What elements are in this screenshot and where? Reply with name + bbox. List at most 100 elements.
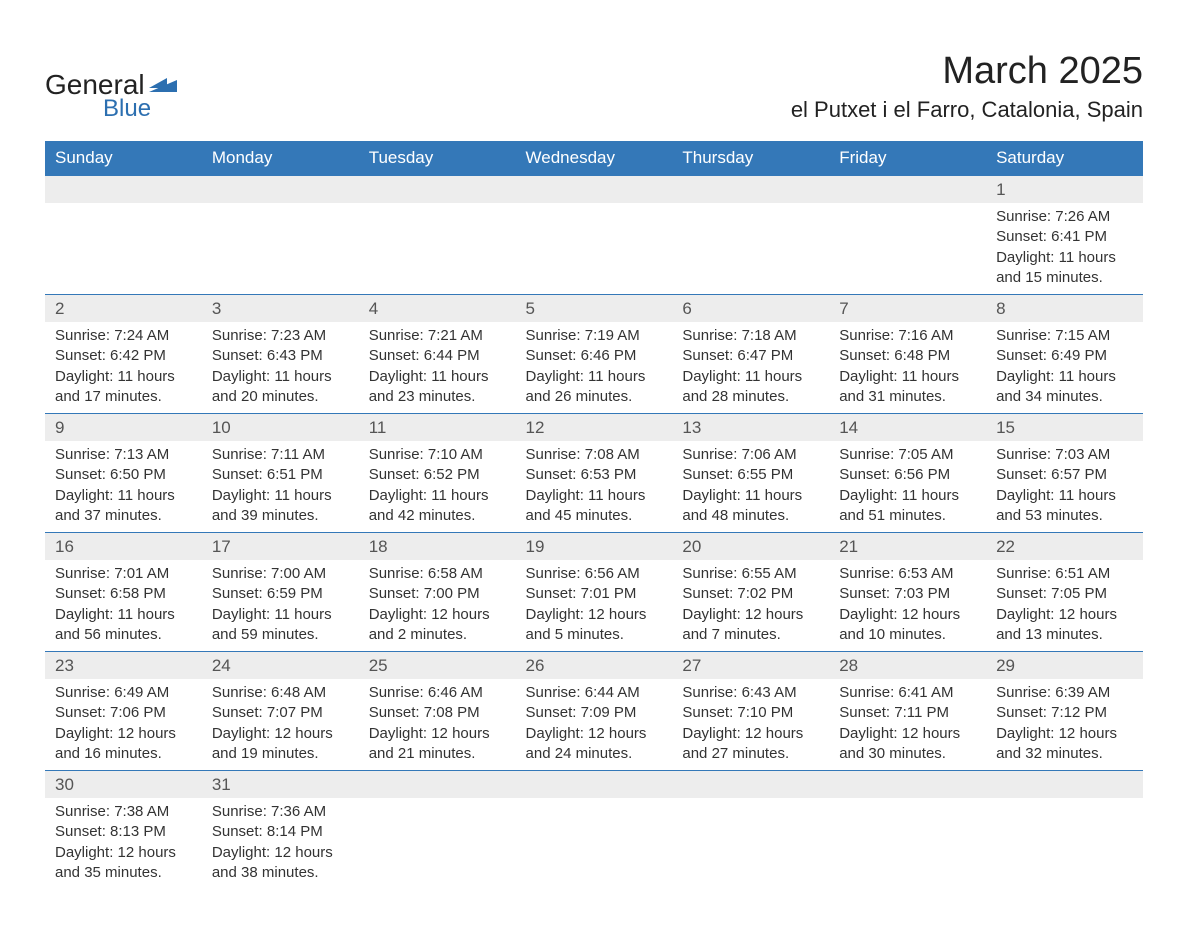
weekday-monday: Monday	[202, 141, 359, 176]
sunset-text: Sunset: 6:44 PM	[369, 346, 506, 366]
daylight-text-1: Daylight: 12 hours	[682, 724, 819, 744]
sunrise-text: Sunrise: 7:36 AM	[212, 802, 349, 822]
daylight-text-1: Daylight: 12 hours	[839, 605, 976, 625]
calendar-week-4: 16 Sunrise: 7:01 AM Sunset: 6:58 PM Dayl…	[45, 533, 1143, 652]
daylight-text-1: Daylight: 11 hours	[55, 486, 192, 506]
sunrise-text: Sunrise: 7:03 AM	[996, 445, 1133, 465]
weekday-thursday: Thursday	[672, 141, 829, 176]
daylight-text-2: and 53 minutes.	[996, 506, 1133, 526]
sunset-text: Sunset: 7:01 PM	[526, 584, 663, 604]
sunset-text: Sunset: 6:43 PM	[212, 346, 349, 366]
sunrise-text: Sunrise: 7:10 AM	[369, 445, 506, 465]
day-content: Sunrise: 7:26 AM Sunset: 6:41 PM Dayligh…	[986, 203, 1143, 294]
calendar-cell-day-8: 8 Sunrise: 7:15 AM Sunset: 6:49 PM Dayli…	[986, 295, 1143, 414]
daylight-text-2: and 15 minutes.	[996, 268, 1133, 288]
daylight-text-1: Daylight: 12 hours	[996, 605, 1133, 625]
daylight-text-2: and 2 minutes.	[369, 625, 506, 645]
calendar-week-6: 30 Sunrise: 7:38 AM Sunset: 8:13 PM Dayl…	[45, 771, 1143, 890]
sunrise-text: Sunrise: 6:46 AM	[369, 683, 506, 703]
day-number: 29	[986, 652, 1143, 679]
sunset-text: Sunset: 6:50 PM	[55, 465, 192, 485]
calendar-cell-day-6: 6 Sunrise: 7:18 AM Sunset: 6:47 PM Dayli…	[672, 295, 829, 414]
daylight-text-2: and 13 minutes.	[996, 625, 1133, 645]
day-number: 16	[45, 533, 202, 560]
sunset-text: Sunset: 7:10 PM	[682, 703, 819, 723]
daylight-text-2: and 17 minutes.	[55, 387, 192, 407]
daylight-text-2: and 38 minutes.	[212, 863, 349, 883]
daylight-text-1: Daylight: 11 hours	[996, 367, 1133, 387]
daylight-text-1: Daylight: 11 hours	[996, 486, 1133, 506]
daylight-text-1: Daylight: 11 hours	[212, 486, 349, 506]
sunset-text: Sunset: 6:49 PM	[996, 346, 1133, 366]
daylight-text-2: and 10 minutes.	[839, 625, 976, 645]
sunrise-text: Sunrise: 6:39 AM	[996, 683, 1133, 703]
sunset-text: Sunset: 6:58 PM	[55, 584, 192, 604]
daylight-text-2: and 27 minutes.	[682, 744, 819, 764]
sunset-text: Sunset: 7:05 PM	[996, 584, 1133, 604]
calendar-cell-day-20: 20 Sunrise: 6:55 AM Sunset: 7:02 PM Dayl…	[672, 533, 829, 652]
daylight-text-1: Daylight: 11 hours	[55, 367, 192, 387]
location-text: el Putxet i el Farro, Catalonia, Spain	[791, 97, 1143, 123]
sunrise-text: Sunrise: 7:23 AM	[212, 326, 349, 346]
calendar-cell-day-14: 14 Sunrise: 7:05 AM Sunset: 6:56 PM Dayl…	[829, 414, 986, 533]
calendar-cell-empty	[359, 176, 516, 295]
daylight-text-2: and 42 minutes.	[369, 506, 506, 526]
day-number: 1	[986, 176, 1143, 203]
daylight-text-2: and 30 minutes.	[839, 744, 976, 764]
calendar-cell-empty	[45, 176, 202, 295]
daylight-text-2: and 23 minutes.	[369, 387, 506, 407]
sunrise-text: Sunrise: 6:43 AM	[682, 683, 819, 703]
calendar-cell-day-4: 4 Sunrise: 7:21 AM Sunset: 6:44 PM Dayli…	[359, 295, 516, 414]
day-number: 23	[45, 652, 202, 679]
sunset-text: Sunset: 6:51 PM	[212, 465, 349, 485]
sunset-text: Sunset: 7:02 PM	[682, 584, 819, 604]
sunset-text: Sunset: 7:08 PM	[369, 703, 506, 723]
calendar-cell-empty	[986, 771, 1143, 890]
sunrise-text: Sunrise: 7:21 AM	[369, 326, 506, 346]
sunset-text: Sunset: 6:42 PM	[55, 346, 192, 366]
logo-flag-icon	[149, 74, 177, 99]
daylight-text-2: and 24 minutes.	[526, 744, 663, 764]
sunrise-text: Sunrise: 7:01 AM	[55, 564, 192, 584]
calendar-cell-day-22: 22 Sunrise: 6:51 AM Sunset: 7:05 PM Dayl…	[986, 533, 1143, 652]
calendar-cell-empty	[516, 176, 673, 295]
month-title: March 2025	[791, 50, 1143, 93]
logo: General Blue	[45, 69, 177, 123]
sunset-text: Sunset: 7:06 PM	[55, 703, 192, 723]
sunset-text: Sunset: 6:59 PM	[212, 584, 349, 604]
day-number: 2	[45, 295, 202, 322]
daylight-text-2: and 26 minutes.	[526, 387, 663, 407]
calendar-cell-day-12: 12 Sunrise: 7:08 AM Sunset: 6:53 PM Dayl…	[516, 414, 673, 533]
day-number: 31	[202, 771, 359, 798]
sunset-text: Sunset: 6:57 PM	[996, 465, 1133, 485]
calendar-body: 1 Sunrise: 7:26 AM Sunset: 6:41 PM Dayli…	[45, 176, 1143, 890]
daylight-text-2: and 35 minutes.	[55, 863, 192, 883]
daylight-text-2: and 32 minutes.	[996, 744, 1133, 764]
sunrise-text: Sunrise: 6:56 AM	[526, 564, 663, 584]
daylight-text-1: Daylight: 11 hours	[369, 367, 506, 387]
daylight-text-2: and 21 minutes.	[369, 744, 506, 764]
calendar-cell-day-3: 3 Sunrise: 7:23 AM Sunset: 6:43 PM Dayli…	[202, 295, 359, 414]
calendar-week-2: 2 Sunrise: 7:24 AM Sunset: 6:42 PM Dayli…	[45, 295, 1143, 414]
day-number: 3	[202, 295, 359, 322]
sunset-text: Sunset: 7:09 PM	[526, 703, 663, 723]
daylight-text-2: and 45 minutes.	[526, 506, 663, 526]
daylight-text-1: Daylight: 12 hours	[526, 605, 663, 625]
sunset-text: Sunset: 6:53 PM	[526, 465, 663, 485]
calendar-cell-day-25: 25 Sunrise: 6:46 AM Sunset: 7:08 PM Dayl…	[359, 652, 516, 771]
daylight-text-2: and 56 minutes.	[55, 625, 192, 645]
sunrise-text: Sunrise: 7:13 AM	[55, 445, 192, 465]
daylight-text-2: and 34 minutes.	[996, 387, 1133, 407]
sunset-text: Sunset: 6:56 PM	[839, 465, 976, 485]
title-block: March 2025 el Putxet i el Farro, Catalon…	[791, 50, 1143, 123]
daylight-text-2: and 20 minutes.	[212, 387, 349, 407]
sunrise-text: Sunrise: 6:48 AM	[212, 683, 349, 703]
day-number: 11	[359, 414, 516, 441]
calendar-cell-day-10: 10 Sunrise: 7:11 AM Sunset: 6:51 PM Dayl…	[202, 414, 359, 533]
sunrise-text: Sunrise: 6:49 AM	[55, 683, 192, 703]
weekday-wednesday: Wednesday	[516, 141, 673, 176]
sunrise-text: Sunrise: 7:24 AM	[55, 326, 192, 346]
calendar-cell-day-9: 9 Sunrise: 7:13 AM Sunset: 6:50 PM Dayli…	[45, 414, 202, 533]
daylight-text-2: and 16 minutes.	[55, 744, 192, 764]
day-number: 20	[672, 533, 829, 560]
